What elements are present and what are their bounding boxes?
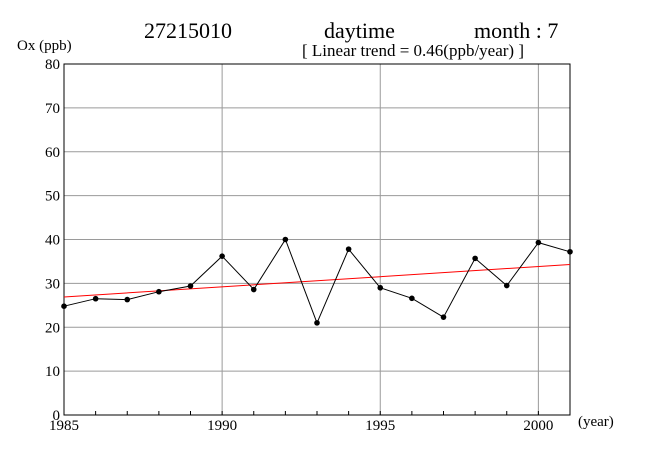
data-point bbox=[345, 246, 352, 252]
trend-line bbox=[63, 264, 571, 298]
data-point bbox=[503, 282, 510, 289]
y-tick-label: 50 bbox=[45, 189, 60, 205]
data-point bbox=[219, 253, 225, 259]
data-point bbox=[440, 314, 447, 320]
x-tick-label: 1985 bbox=[49, 418, 79, 434]
data-point bbox=[61, 303, 67, 309]
data-point bbox=[377, 284, 384, 291]
x-tick-label: 2000 bbox=[523, 418, 553, 434]
y-tick-label: 30 bbox=[45, 276, 60, 292]
data-point bbox=[535, 239, 542, 246]
data-point bbox=[314, 320, 320, 326]
data-point bbox=[124, 296, 131, 303]
trend-annotation: [ Linear trend = 0.46(ppb/year) ] bbox=[302, 41, 524, 60]
data-point bbox=[156, 288, 162, 295]
data-point bbox=[472, 255, 478, 262]
y-tick-label: 20 bbox=[45, 320, 60, 336]
y-tick-label: 70 bbox=[45, 101, 60, 117]
data-point bbox=[187, 283, 194, 289]
x-tick-label: 1995 bbox=[365, 418, 395, 434]
data-point bbox=[282, 236, 289, 243]
data-point bbox=[250, 286, 257, 293]
y-tick-label: 60 bbox=[45, 145, 60, 161]
y-tick-label: 0 bbox=[53, 408, 61, 424]
data-point bbox=[409, 295, 415, 302]
y-tick-label: 40 bbox=[45, 233, 60, 249]
month-label: month : 7 bbox=[474, 18, 559, 43]
data-point bbox=[92, 295, 99, 302]
y-axis-label: Ox (ppb) bbox=[17, 38, 72, 54]
x-tick-label: 1990 bbox=[207, 418, 237, 434]
x-axis-unit: (year) bbox=[578, 414, 614, 430]
y-tick-label: 10 bbox=[45, 364, 60, 380]
station-id: 27215010 bbox=[144, 18, 232, 43]
data-point bbox=[567, 248, 573, 255]
period-label: daytime bbox=[324, 18, 395, 43]
y-tick-label: 80 bbox=[45, 57, 60, 73]
